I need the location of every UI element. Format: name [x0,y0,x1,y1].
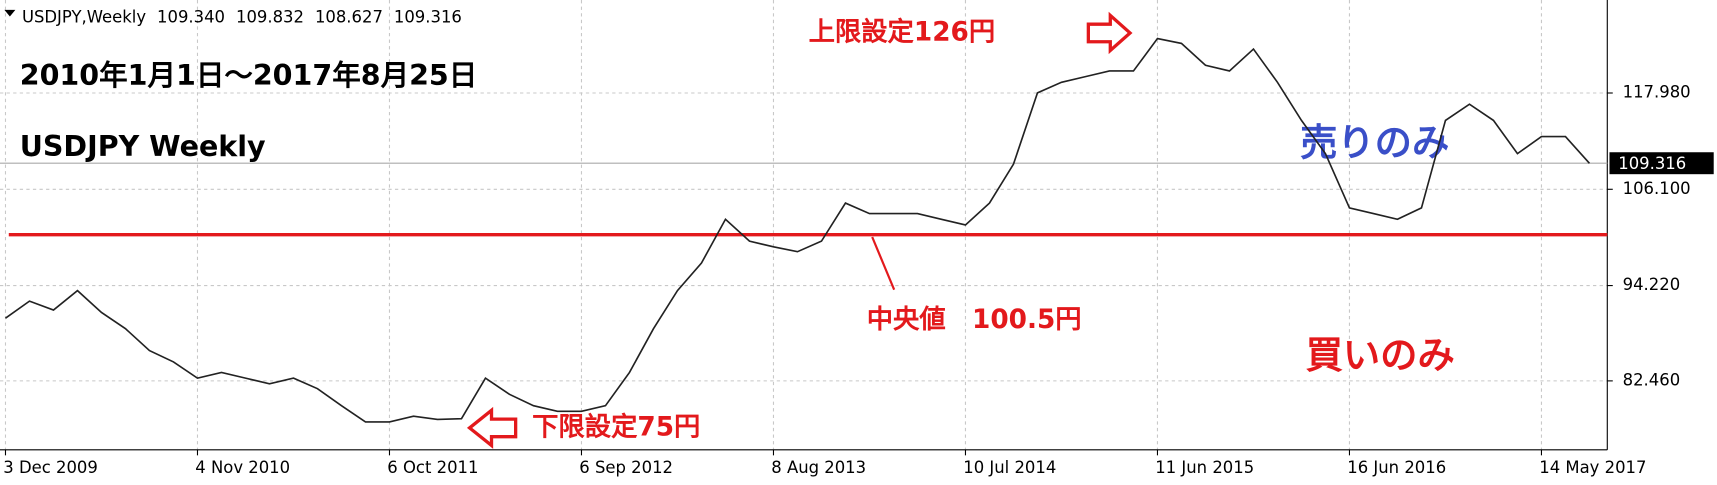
header: USDJPY,Weekly 109.340 109.832 108.627 109.31… [22,7,462,26]
last-price-label: 109.316 [1618,154,1686,173]
sell-label: 売りのみ [1300,120,1449,164]
x-tick-label: 4 Nov 2010 [195,458,290,477]
header-part: 108.627 [315,7,383,26]
x-tick-label: 16 Jun 2016 [1347,458,1446,477]
upper-label: 上限設定126円 [809,16,996,47]
x-tick-label: 3 Dec 2009 [3,458,98,477]
subtitle: USDJPY Weekly [20,130,266,163]
price-line [5,37,1591,423]
x-tick-label: 10 Jul 2014 [963,458,1056,477]
last-price-box [1609,152,1714,175]
arrow-left [466,406,518,449]
title: 2010年1月1日～2017年8月25日 [20,59,478,92]
y-tick-label: 94.220 [1623,275,1681,294]
pointer [871,236,896,291]
buy-label: 買いのみ [1306,333,1455,377]
x-tick-label: 6 Sep 2012 [579,458,673,477]
grid [0,0,1608,450]
header-part: USDJPY,Weekly [22,7,146,26]
lower-label: 下限設定75円 [532,411,700,442]
header-part: 109.832 [236,7,304,26]
y-tick-label: 106.100 [1623,179,1691,198]
menu-triangle [4,9,16,17]
x-tick-label: 8 Aug 2013 [771,458,866,477]
x-tick-label: 6 Oct 2011 [387,458,478,477]
x-tick-label: 11 Jun 2015 [1155,458,1254,477]
y-tick-label: 117.980 [1623,82,1691,101]
x-tick-label: 14 May 2017 [1539,458,1646,477]
plot [0,37,1608,423]
arrow-right [1086,11,1133,55]
header-part: 109.316 [394,7,462,26]
y-tick-label: 82.460 [1623,370,1681,389]
header-part: 109.340 [157,7,225,26]
median-label: 中央値 100.5円 [867,305,1082,335]
